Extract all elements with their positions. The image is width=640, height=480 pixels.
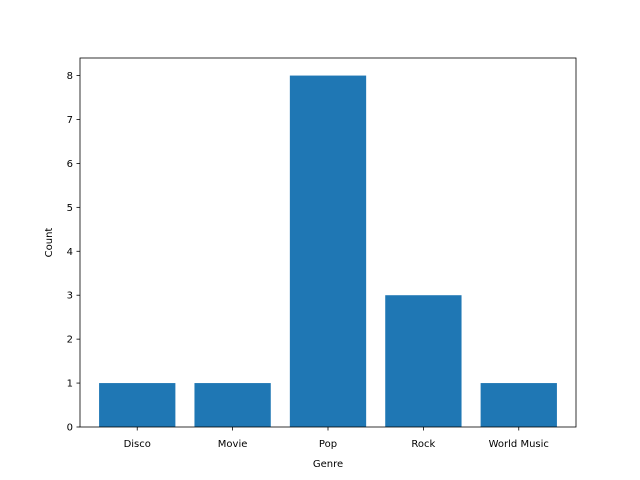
y-tick-label: 4	[67, 247, 73, 258]
y-tick-label: 1	[67, 379, 73, 390]
y-tick-label: 5	[67, 203, 73, 214]
y-tick-label: 6	[67, 159, 73, 170]
bar-disco	[99, 383, 176, 427]
bars-group	[99, 75, 557, 428]
x-tick-label: Rock	[411, 439, 435, 450]
y-tick-label: 0	[67, 423, 73, 434]
y-tick-label: 7	[67, 115, 73, 126]
x-tick-label: World Music	[489, 439, 549, 450]
y-tick-label: 3	[67, 291, 73, 302]
y-tick-label: 2	[67, 335, 73, 346]
x-tick-label: Movie	[218, 439, 248, 450]
x-axis-label: Genre	[313, 459, 343, 470]
x-tick-label: Pop	[319, 439, 337, 450]
y-axis-ticks: 0 1 2 3 4 5 6 7 8	[67, 71, 80, 434]
y-axis-label: Count	[44, 228, 55, 258]
bar-pop	[289, 75, 367, 428]
x-axis-ticks: Disco Movie Pop Rock World Music	[124, 427, 549, 450]
y-tick-label: 8	[67, 71, 73, 82]
x-tick-label: Disco	[124, 439, 151, 450]
bar-rock	[385, 295, 462, 427]
bar-world-music	[480, 383, 557, 427]
bar-movie	[194, 383, 271, 427]
